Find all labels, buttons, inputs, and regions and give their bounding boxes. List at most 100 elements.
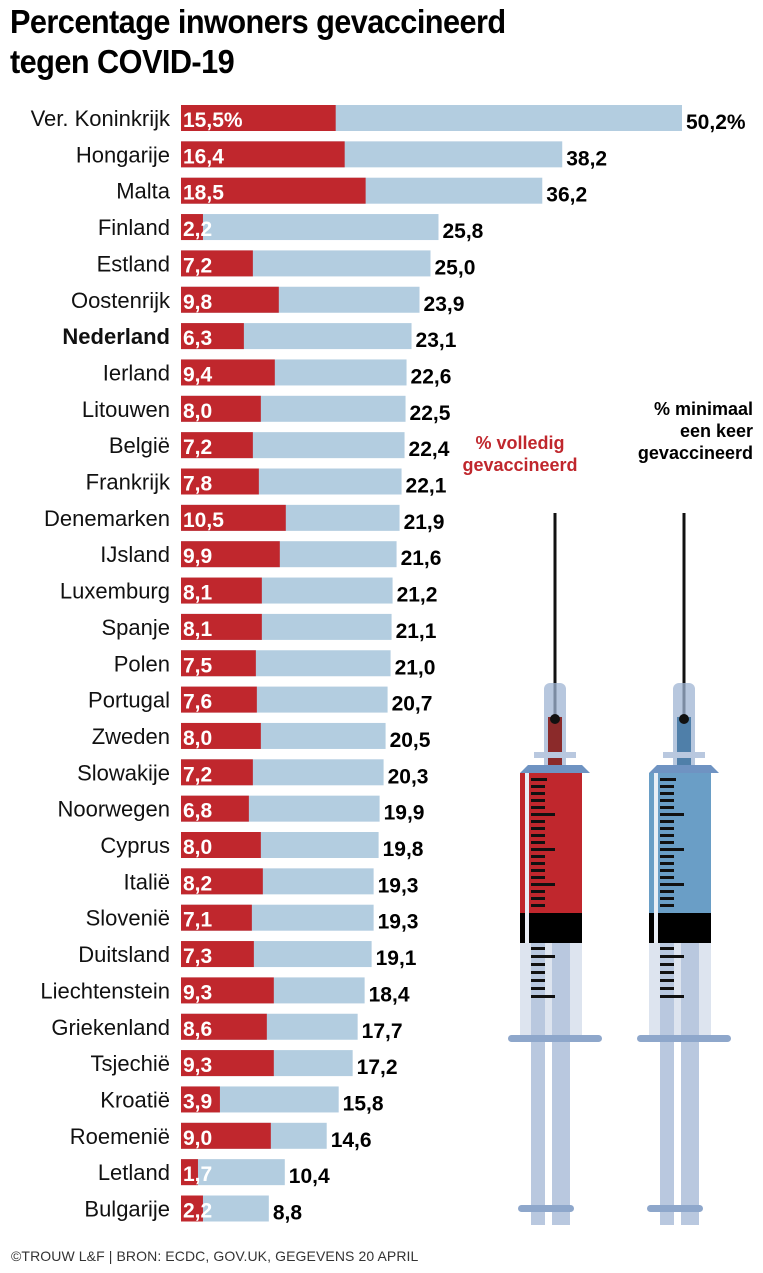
value-label-fully: 7,2 <box>183 436 212 459</box>
value-label-fully: 9,3 <box>183 1054 212 1077</box>
category-label: Roemenië <box>70 1124 170 1149</box>
bar-fully-vaccinated <box>181 686 257 713</box>
value-label-fully: 2,2 <box>183 1200 212 1223</box>
value-label-at-least-once: 20,3 <box>388 765 429 788</box>
value-label-at-least-once: 19,9 <box>384 802 425 825</box>
bar-chart: Ver. Koninkrijk 15,5% 50,2% Hongarije 16,4 38… <box>31 105 746 1225</box>
value-label-fully: 6,8 <box>183 800 213 823</box>
value-label-at-least-once: 19,8 <box>383 838 424 861</box>
category-label: Cyprus <box>100 833 170 858</box>
value-label-at-least-once: 18,4 <box>369 983 410 1006</box>
category-label: Ierland <box>103 360 170 385</box>
bar-fully-vaccinated <box>181 105 336 131</box>
category-label: Ver. Koninkrijk <box>31 106 171 131</box>
value-label-at-least-once: 17,7 <box>362 1020 403 1043</box>
value-label-at-least-once: 21,2 <box>397 584 438 607</box>
value-label-fully: 15,5% <box>183 109 243 132</box>
value-label-at-least-once: 22,5 <box>410 402 451 425</box>
value-label-fully: 8,1 <box>183 618 213 641</box>
bar-fully-vaccinated <box>181 541 280 568</box>
bar-fully-vaccinated <box>181 1122 271 1149</box>
legend-fully-line-2: gevaccineerd <box>462 455 578 475</box>
legend-fully-vaccinated: % volledig gevaccineerd <box>440 432 600 476</box>
value-label-fully: 7,5 <box>183 654 213 677</box>
value-label-fully: 1,7 <box>183 1163 212 1186</box>
value-label-fully: 9,0 <box>183 1127 212 1150</box>
value-label-fully: 7,2 <box>183 254 212 277</box>
bar-fully-vaccinated <box>181 613 262 640</box>
category-label: Denemarken <box>44 506 170 531</box>
value-label-at-least-once: 21,9 <box>404 511 445 534</box>
bar-fully-vaccinated <box>181 868 263 895</box>
value-label-at-least-once: 19,1 <box>376 947 417 970</box>
category-label: Griekenland <box>51 1015 170 1040</box>
bar-fully-vaccinated <box>181 359 275 386</box>
value-label-at-least-once: 25,0 <box>435 256 476 279</box>
value-label-fully: 3,9 <box>183 1090 212 1113</box>
category-label: Oostenrijk <box>71 288 171 313</box>
category-label: Portugal <box>88 688 170 713</box>
bar-at-least-once <box>181 1159 285 1186</box>
value-label-at-least-once: 21,1 <box>396 620 437 643</box>
value-label-at-least-once: 8,8 <box>273 1202 303 1225</box>
bar-fully-vaccinated <box>181 722 261 749</box>
bar-fully-vaccinated <box>181 577 262 604</box>
title-line-1: Percentage inwoners gevaccineerd <box>10 3 506 40</box>
bar-fully-vaccinated <box>181 504 286 531</box>
value-label-at-least-once: 20,5 <box>390 729 431 752</box>
category-label: Italië <box>124 869 170 894</box>
category-label: Liechtenstein <box>40 978 170 1003</box>
bar-fully-vaccinated <box>181 650 256 677</box>
title-line-2: tegen COVID-19 <box>10 43 235 80</box>
category-label: Finland <box>98 215 170 240</box>
chart-title: Percentage inwoners gevaccineerd tegen C… <box>10 2 506 82</box>
value-label-at-least-once: 15,8 <box>343 1092 384 1115</box>
value-label-fully: 9,9 <box>183 545 212 568</box>
legend-once-line-3: gevaccineerd <box>637 443 753 463</box>
source-footer: ©TROUW L&F | BRON: ECDC, GOV.UK, GEGEVEN… <box>11 1248 419 1264</box>
value-label-at-least-once: 22,4 <box>409 438 450 461</box>
category-label: Hongarije <box>76 142 170 167</box>
bar-fully-vaccinated <box>181 286 279 313</box>
category-label: Tsjechië <box>91 1051 170 1076</box>
value-label-at-least-once: 19,3 <box>378 911 419 934</box>
value-label-at-least-once: 19,3 <box>378 874 419 897</box>
bar-fully-vaccinated <box>181 323 244 350</box>
category-label: Nederland <box>62 324 170 349</box>
value-label-fully: 10,5 <box>183 509 224 532</box>
value-label-fully: 8,2 <box>183 872 212 895</box>
bar-fully-vaccinated <box>181 177 366 204</box>
value-label-fully: 7,8 <box>183 473 213 496</box>
value-label-fully: 7,6 <box>183 691 212 714</box>
category-label: Estland <box>97 251 170 276</box>
category-label: Zweden <box>92 724 170 749</box>
value-label-fully: 7,2 <box>183 763 212 786</box>
bar-fully-vaccinated <box>181 214 203 241</box>
value-label-fully: 8,1 <box>183 582 213 605</box>
bar-at-least-once <box>181 214 439 241</box>
value-label-at-least-once: 38,2 <box>566 147 607 170</box>
category-label: Slovenië <box>86 906 170 931</box>
category-label: Malta <box>116 179 171 204</box>
bar-fully-vaccinated <box>181 1086 220 1113</box>
category-label: Frankrijk <box>86 470 171 495</box>
value-label-at-least-once: 50,2% <box>686 111 746 134</box>
value-label-at-least-once: 17,2 <box>357 1056 398 1079</box>
value-label-fully: 9,8 <box>183 291 213 314</box>
value-label-fully: 8,0 <box>183 727 212 750</box>
value-label-at-least-once: 23,1 <box>416 329 457 352</box>
scale-ticks-red <box>531 778 555 907</box>
bar-fully-vaccinated <box>181 1050 274 1077</box>
bar-fully-vaccinated <box>181 904 252 931</box>
category-label: Letland <box>98 1160 170 1185</box>
value-label-fully: 7,1 <box>183 909 213 932</box>
bar-fully-vaccinated <box>181 832 261 858</box>
value-label-at-least-once: 22,6 <box>411 365 452 388</box>
category-label: Duitsland <box>78 942 170 967</box>
legend-once-line-2: een keer <box>679 421 753 441</box>
legend-fully-line-1: % volledig <box>475 433 565 453</box>
category-label: Noorwegen <box>57 797 170 822</box>
bar-fully-vaccinated <box>181 432 253 459</box>
value-label-fully: 8,6 <box>183 1018 212 1041</box>
category-label: IJsland <box>100 542 170 567</box>
